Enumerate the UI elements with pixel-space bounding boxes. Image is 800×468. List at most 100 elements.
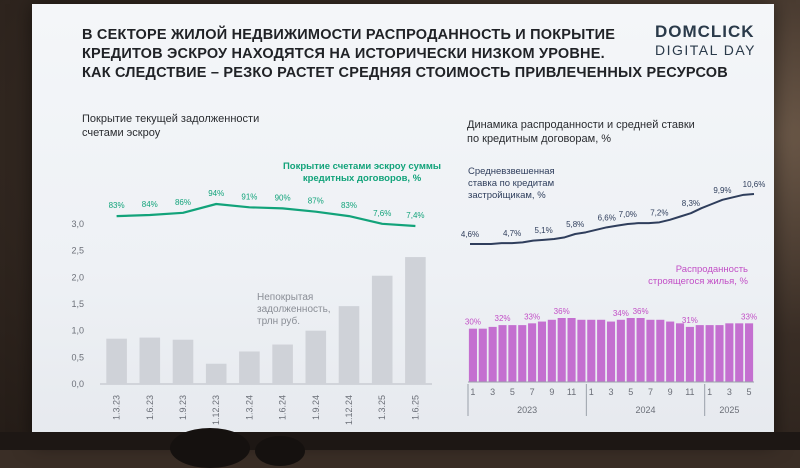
y-tick-label: 3,0 <box>71 219 84 229</box>
rate-data-label: 5,1% <box>535 226 553 235</box>
coverage-data-label: 90% <box>275 193 291 202</box>
sold-bar <box>666 321 675 382</box>
rate-line <box>470 193 755 245</box>
sold-bar <box>468 328 477 382</box>
right-chart-subtitle: Динамика распроданности и средней ставки… <box>467 118 695 146</box>
coverage-data-label: 83% <box>341 201 357 210</box>
sold-bar <box>745 323 754 382</box>
debt-bar <box>205 363 227 384</box>
month-tick-label: 11 <box>567 387 576 397</box>
coverage-data-label: 7,6% <box>373 209 391 218</box>
month-tick-label: 9 <box>549 387 554 397</box>
sold-data-label: 31% <box>682 316 698 325</box>
month-tick-label: 7 <box>648 387 653 397</box>
sold-bar <box>478 328 487 382</box>
sold-data-label: 36% <box>554 307 570 316</box>
sold-bar <box>656 319 665 382</box>
x-tick-label: 1.6.25 <box>410 395 420 420</box>
sold-bar <box>626 318 635 382</box>
sold-bar <box>528 323 537 382</box>
month-tick-label: 11 <box>685 387 694 397</box>
month-tick-label: 7 <box>530 387 535 397</box>
x-tick-label: 1.3.25 <box>377 395 387 420</box>
sold-bar <box>735 323 744 382</box>
y-tick-label: 2,0 <box>71 272 84 282</box>
rate-data-label: 9,9% <box>713 186 731 195</box>
sold-bar <box>715 325 724 382</box>
year-label: 2025 <box>719 405 739 415</box>
month-tick-label: 5 <box>747 387 752 397</box>
left-subtitle-line: Покрытие текущей задолженности <box>82 113 260 125</box>
right-subtitle-line: Динамика распроданности и средней ставки <box>467 119 695 131</box>
rate-data-label: 5,8% <box>566 220 584 229</box>
coverage-data-label: 91% <box>241 192 257 201</box>
sold-bar <box>557 318 566 382</box>
sold-bar <box>577 319 586 382</box>
slide-title-line: КРЕДИТОВ ЭСКРОУ НАХОДЯТСЯ НА ИСТОРИЧЕСКИ… <box>82 46 605 62</box>
x-tick-label: 1.6.24 <box>278 395 288 420</box>
sold-data-label: 32% <box>495 314 511 323</box>
sold-bar <box>567 318 576 382</box>
sold-bar <box>636 318 645 382</box>
coverage-data-label: 87% <box>308 197 324 206</box>
coverage-line <box>116 202 416 228</box>
sold-bar <box>646 319 655 382</box>
month-tick-label: 5 <box>628 387 633 397</box>
slide-title: В СЕКТОРЕ ЖИЛОЙ НЕДВИЖИМОСТИ РАСПРОДАННО… <box>82 26 742 83</box>
rate-data-label: 8,3% <box>682 199 700 208</box>
month-tick-label: 1 <box>470 387 475 397</box>
y-tick-label: 1,5 <box>71 299 84 309</box>
y-tick-label: 2,5 <box>71 246 84 256</box>
month-tick-label: 9 <box>668 387 673 397</box>
sold-bar <box>695 325 704 382</box>
rate-data-label: 4,7% <box>503 229 521 238</box>
sold-bar <box>606 321 616 382</box>
sold-bar <box>508 325 517 382</box>
x-tick-label: 1.3.23 <box>112 395 122 420</box>
rate-data-label: 4,6% <box>461 230 479 239</box>
rate-series-label: ставка по кредитам <box>468 178 554 189</box>
debt-bar <box>172 339 194 384</box>
logo-line-1: DOMCLICK <box>654 22 755 41</box>
month-tick-label: 1 <box>589 387 594 397</box>
year-label: 2023 <box>517 405 537 415</box>
debt-bar <box>139 337 161 384</box>
coverage-data-label: 83% <box>109 201 125 210</box>
coverage-data-label: 94% <box>208 189 224 198</box>
y-tick-label: 0,0 <box>71 379 84 389</box>
sold-data-label: 33% <box>741 312 757 321</box>
logo-line-2: DIGITAL DAY <box>654 42 756 58</box>
debt-bar <box>405 257 426 384</box>
sold-bar <box>725 323 734 382</box>
rate-series-label: Средневзвешенная <box>468 166 555 177</box>
coverage-data-label: 84% <box>142 200 158 209</box>
debt-bar <box>305 330 327 384</box>
rate-data-label: 7,0% <box>619 210 637 219</box>
month-tick-label: 3 <box>608 387 613 397</box>
sold-bar <box>547 319 556 382</box>
slide-title-line: В СЕКТОРЕ ЖИЛОЙ НЕДВИЖИМОСТИ РАСПРОДАННО… <box>82 27 616 43</box>
sold-bar <box>705 325 714 382</box>
right-subtitle-line: по кредитным договорам, % <box>467 133 612 145</box>
sold-series-label: строящегося жилья, % <box>648 276 748 287</box>
x-tick-label: 1.9.23 <box>178 395 188 420</box>
sold-bar <box>537 321 547 382</box>
presentation-screen: В СЕКТОРЕ ЖИЛОЙ НЕДВИЖИМОСТИ РАСПРОДАННО… <box>32 4 774 444</box>
debt-bar <box>106 338 127 384</box>
year-label: 2024 <box>636 405 656 415</box>
y-tick-label: 0,5 <box>71 352 84 362</box>
month-tick-label: 5 <box>510 387 515 397</box>
x-tick-label: 1.3.24 <box>244 395 254 420</box>
sold-data-label: 33% <box>524 312 540 321</box>
sold-bar <box>518 325 527 382</box>
x-tick-label: 1.9.24 <box>311 395 321 420</box>
coverage-series-label: кредитных договоров, % <box>303 173 422 184</box>
bar-series-label: Непокрытая <box>257 292 313 303</box>
bar-series-label: задолженность, <box>257 304 331 315</box>
debt-bar <box>371 275 393 384</box>
left-subtitle-line: счетами эскроу <box>82 127 161 139</box>
sold-bar <box>597 319 606 382</box>
sold-data-label: 34% <box>613 309 629 318</box>
month-tick-label: 1 <box>707 387 712 397</box>
audience-head <box>255 436 305 466</box>
